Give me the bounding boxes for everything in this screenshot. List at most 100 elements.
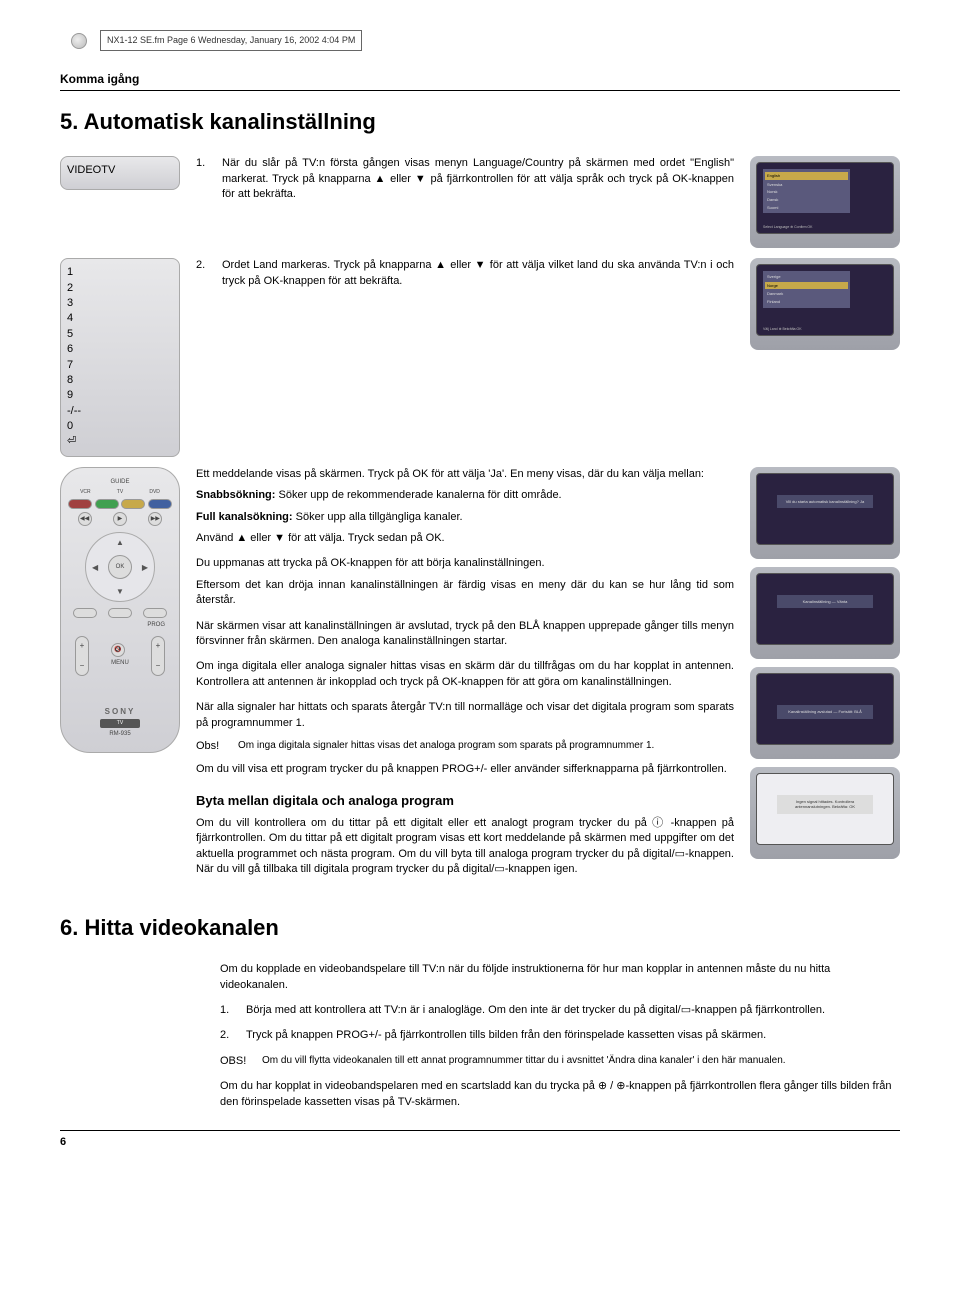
num-4[interactable]: 4 xyxy=(67,311,173,326)
extra-button-2[interactable] xyxy=(108,608,132,618)
manual-page: NX1-12 SE.fm Page 6 Wednesday, January 1… xyxy=(0,0,960,1190)
tv-preview-1: English Svenska Norsk Dansk Suomi Select… xyxy=(750,156,900,248)
heading-switch: Byta mellan digitala och analoga program xyxy=(196,792,734,810)
step-number-2: 2. xyxy=(196,258,212,289)
main-text-column: Ett meddelande visas på skärmen. Tryck p… xyxy=(196,467,734,884)
remote-full: GUIDE VCR TV DVD ◀◀ ▶ ▶▶ xyxy=(60,467,180,753)
num-enter[interactable]: ⏎ xyxy=(67,434,173,449)
tv-footer: Select Language ⊕ Confirm:OK xyxy=(763,225,887,230)
para-7: När alla signaler har hittats och sparat… xyxy=(196,700,734,731)
tv-dialog: Kanalinställning — Vänta xyxy=(777,595,872,609)
tv-dialog: Vill du starta automatisk kanalinställni… xyxy=(777,495,872,509)
arrow-left-icon[interactable]: ◀ xyxy=(92,562,98,573)
obs2-label: OBS! xyxy=(220,1054,252,1069)
row-step2: 123 456 789 -/--0⏎ 2. Ordet Land markera… xyxy=(60,258,900,457)
model-line: TV xyxy=(100,719,140,728)
arrow-down-icon[interactable]: ▼ xyxy=(116,586,124,597)
num-0[interactable]: 0 xyxy=(67,419,173,434)
num-2[interactable]: 2 xyxy=(67,281,173,296)
num-9[interactable]: 9 xyxy=(67,388,173,403)
color-green-button[interactable] xyxy=(95,499,119,509)
step-number-1: 1. xyxy=(196,156,212,202)
row-step1: VIDEOTV 1. När du slår på TV:n första gå… xyxy=(60,156,900,248)
menu-item: Sverige xyxy=(765,273,848,281)
prog-rocker[interactable]: +− xyxy=(151,636,165,676)
menu-item: Dansk xyxy=(765,196,848,204)
device-vcr: VCR xyxy=(80,489,91,496)
device-dvd: DVD xyxy=(149,489,160,496)
device-tv: TV xyxy=(117,489,123,496)
heading-6: 6. Hitta videokanalen xyxy=(60,913,900,944)
tv-dialog: Ingen signal hittades. Kontrollera anten… xyxy=(777,795,872,814)
tv-preview-5: Kanalinställning avslutad — Fortsätt: BL… xyxy=(750,667,900,759)
page-number: 6 xyxy=(60,1136,66,1148)
para-3d: Använd ▲ eller ▼ för att välja. Tryck se… xyxy=(196,531,734,546)
step-text-2: Ordet Land markeras. Tryck på knapparna … xyxy=(222,258,734,289)
step-text-1: När du slår på TV:n första gången visas … xyxy=(222,156,734,202)
tv-preview-3: Vill du starta automatisk kanalinställni… xyxy=(750,467,900,559)
num-5[interactable]: 5 xyxy=(67,327,173,342)
s6-step1-t: Börja med att kontrollera att TV:n är i … xyxy=(246,1003,900,1018)
num-7[interactable]: 7 xyxy=(67,358,173,373)
label-video: VIDEO xyxy=(67,164,101,176)
menu-item: Finland xyxy=(765,298,848,306)
obs-row: Obs! Om inga digitala signaler hittas vi… xyxy=(196,739,734,754)
s6-step2-t: Tryck på knappen PROG+/- på fjärrkontrol… xyxy=(246,1028,900,1043)
para-8: Om du vill visa ett program trycker du p… xyxy=(196,762,734,777)
section-heading: Komma igång xyxy=(60,71,900,92)
menu-item: Danmark xyxy=(765,290,848,298)
tv-dialog: Kanalinställning avslutad — Fortsätt: BL… xyxy=(777,705,872,719)
color-blue-button[interactable] xyxy=(148,499,172,509)
dpad[interactable]: ▲ ▼ ◀ ▶ OK xyxy=(85,532,155,602)
num-1[interactable]: 1 xyxy=(67,265,173,280)
menu-item: Suomi xyxy=(765,204,848,212)
mute-button[interactable]: 🔇 xyxy=(111,643,125,657)
color-yellow-button[interactable] xyxy=(121,499,145,509)
menu-label: MENU xyxy=(111,659,129,667)
color-red-button[interactable] xyxy=(68,499,92,509)
obs2-text: Om du vill flytta videokanalen till ett … xyxy=(262,1054,900,1069)
text-snabb: Söker upp de rekommenderade kanalerna fö… xyxy=(275,489,561,501)
rew-button[interactable]: ◀◀ xyxy=(78,512,92,526)
prog-label: PROG xyxy=(67,621,173,629)
para-6-intro: Om du kopplade en videobandspelare till … xyxy=(220,962,900,993)
tv-preview-6: Ingen signal hittades. Kontrollera anten… xyxy=(750,767,900,859)
ok-button[interactable]: OK xyxy=(108,555,132,579)
para-3c: Full kanalsökning: Söker upp alla tillgä… xyxy=(196,510,734,525)
tv-preview-2: Sverige Norge Danmark Finland Välj Land … xyxy=(750,258,900,350)
play-button[interactable]: ▶ xyxy=(113,512,127,526)
para-3a: Ett meddelande visas på skärmen. Tryck p… xyxy=(196,467,734,482)
menu-item: Norge xyxy=(765,282,848,290)
num-dash[interactable]: -/-- xyxy=(67,404,173,419)
ff-button[interactable]: ▶▶ xyxy=(148,512,162,526)
num-6[interactable]: 6 xyxy=(67,342,173,357)
label-tv: TV xyxy=(101,164,115,176)
para-6: Om inga digitala eller analoga signaler … xyxy=(196,659,734,690)
tv-footer: Välj Land ⊕ Bekräfta:OK xyxy=(763,327,887,332)
remote-snippet-top: VIDEOTV xyxy=(60,156,180,248)
s6-step1-n: 1. xyxy=(220,1003,236,1018)
volume-rocker[interactable]: +− xyxy=(75,636,89,676)
num-3[interactable]: 3 xyxy=(67,296,173,311)
arrow-up-icon[interactable]: ▲ xyxy=(116,537,124,548)
obs-label: Obs! xyxy=(196,739,228,754)
extra-button-1[interactable] xyxy=(73,608,97,618)
label-snabb: Snabbsökning: xyxy=(196,489,275,501)
text-full: Söker upp alla tillgängliga kanaler. xyxy=(293,511,463,523)
para-4: Du uppmanas att trycka på OK-knappen för… xyxy=(196,556,734,571)
file-header: NX1-12 SE.fm Page 6 Wednesday, January 1… xyxy=(100,30,362,51)
label-full: Full kanalsökning: xyxy=(196,511,293,523)
arrow-right-icon[interactable]: ▶ xyxy=(142,562,148,573)
obs2-row: OBS! Om du vill flytta videokanalen till… xyxy=(220,1054,900,1069)
para-switch: Om du vill kontrollera om du tittar på e… xyxy=(196,816,734,878)
model-number: RM-935 xyxy=(67,730,173,738)
menu-item: English xyxy=(765,172,848,180)
para-6-last: Om du har kopplat in videobandspelaren m… xyxy=(220,1079,900,1110)
num-8[interactable]: 8 xyxy=(67,373,173,388)
extra-button-3[interactable] xyxy=(143,608,167,618)
row-main: GUIDE VCR TV DVD ◀◀ ▶ ▶▶ xyxy=(60,467,900,884)
remote-snippet-numpad: 123 456 789 -/--0⏎ xyxy=(60,258,180,457)
menu-item: Norsk xyxy=(765,188,848,196)
brand-logo: SONY xyxy=(67,706,173,717)
heading-5: 5. Automatisk kanalinställning xyxy=(60,107,900,138)
